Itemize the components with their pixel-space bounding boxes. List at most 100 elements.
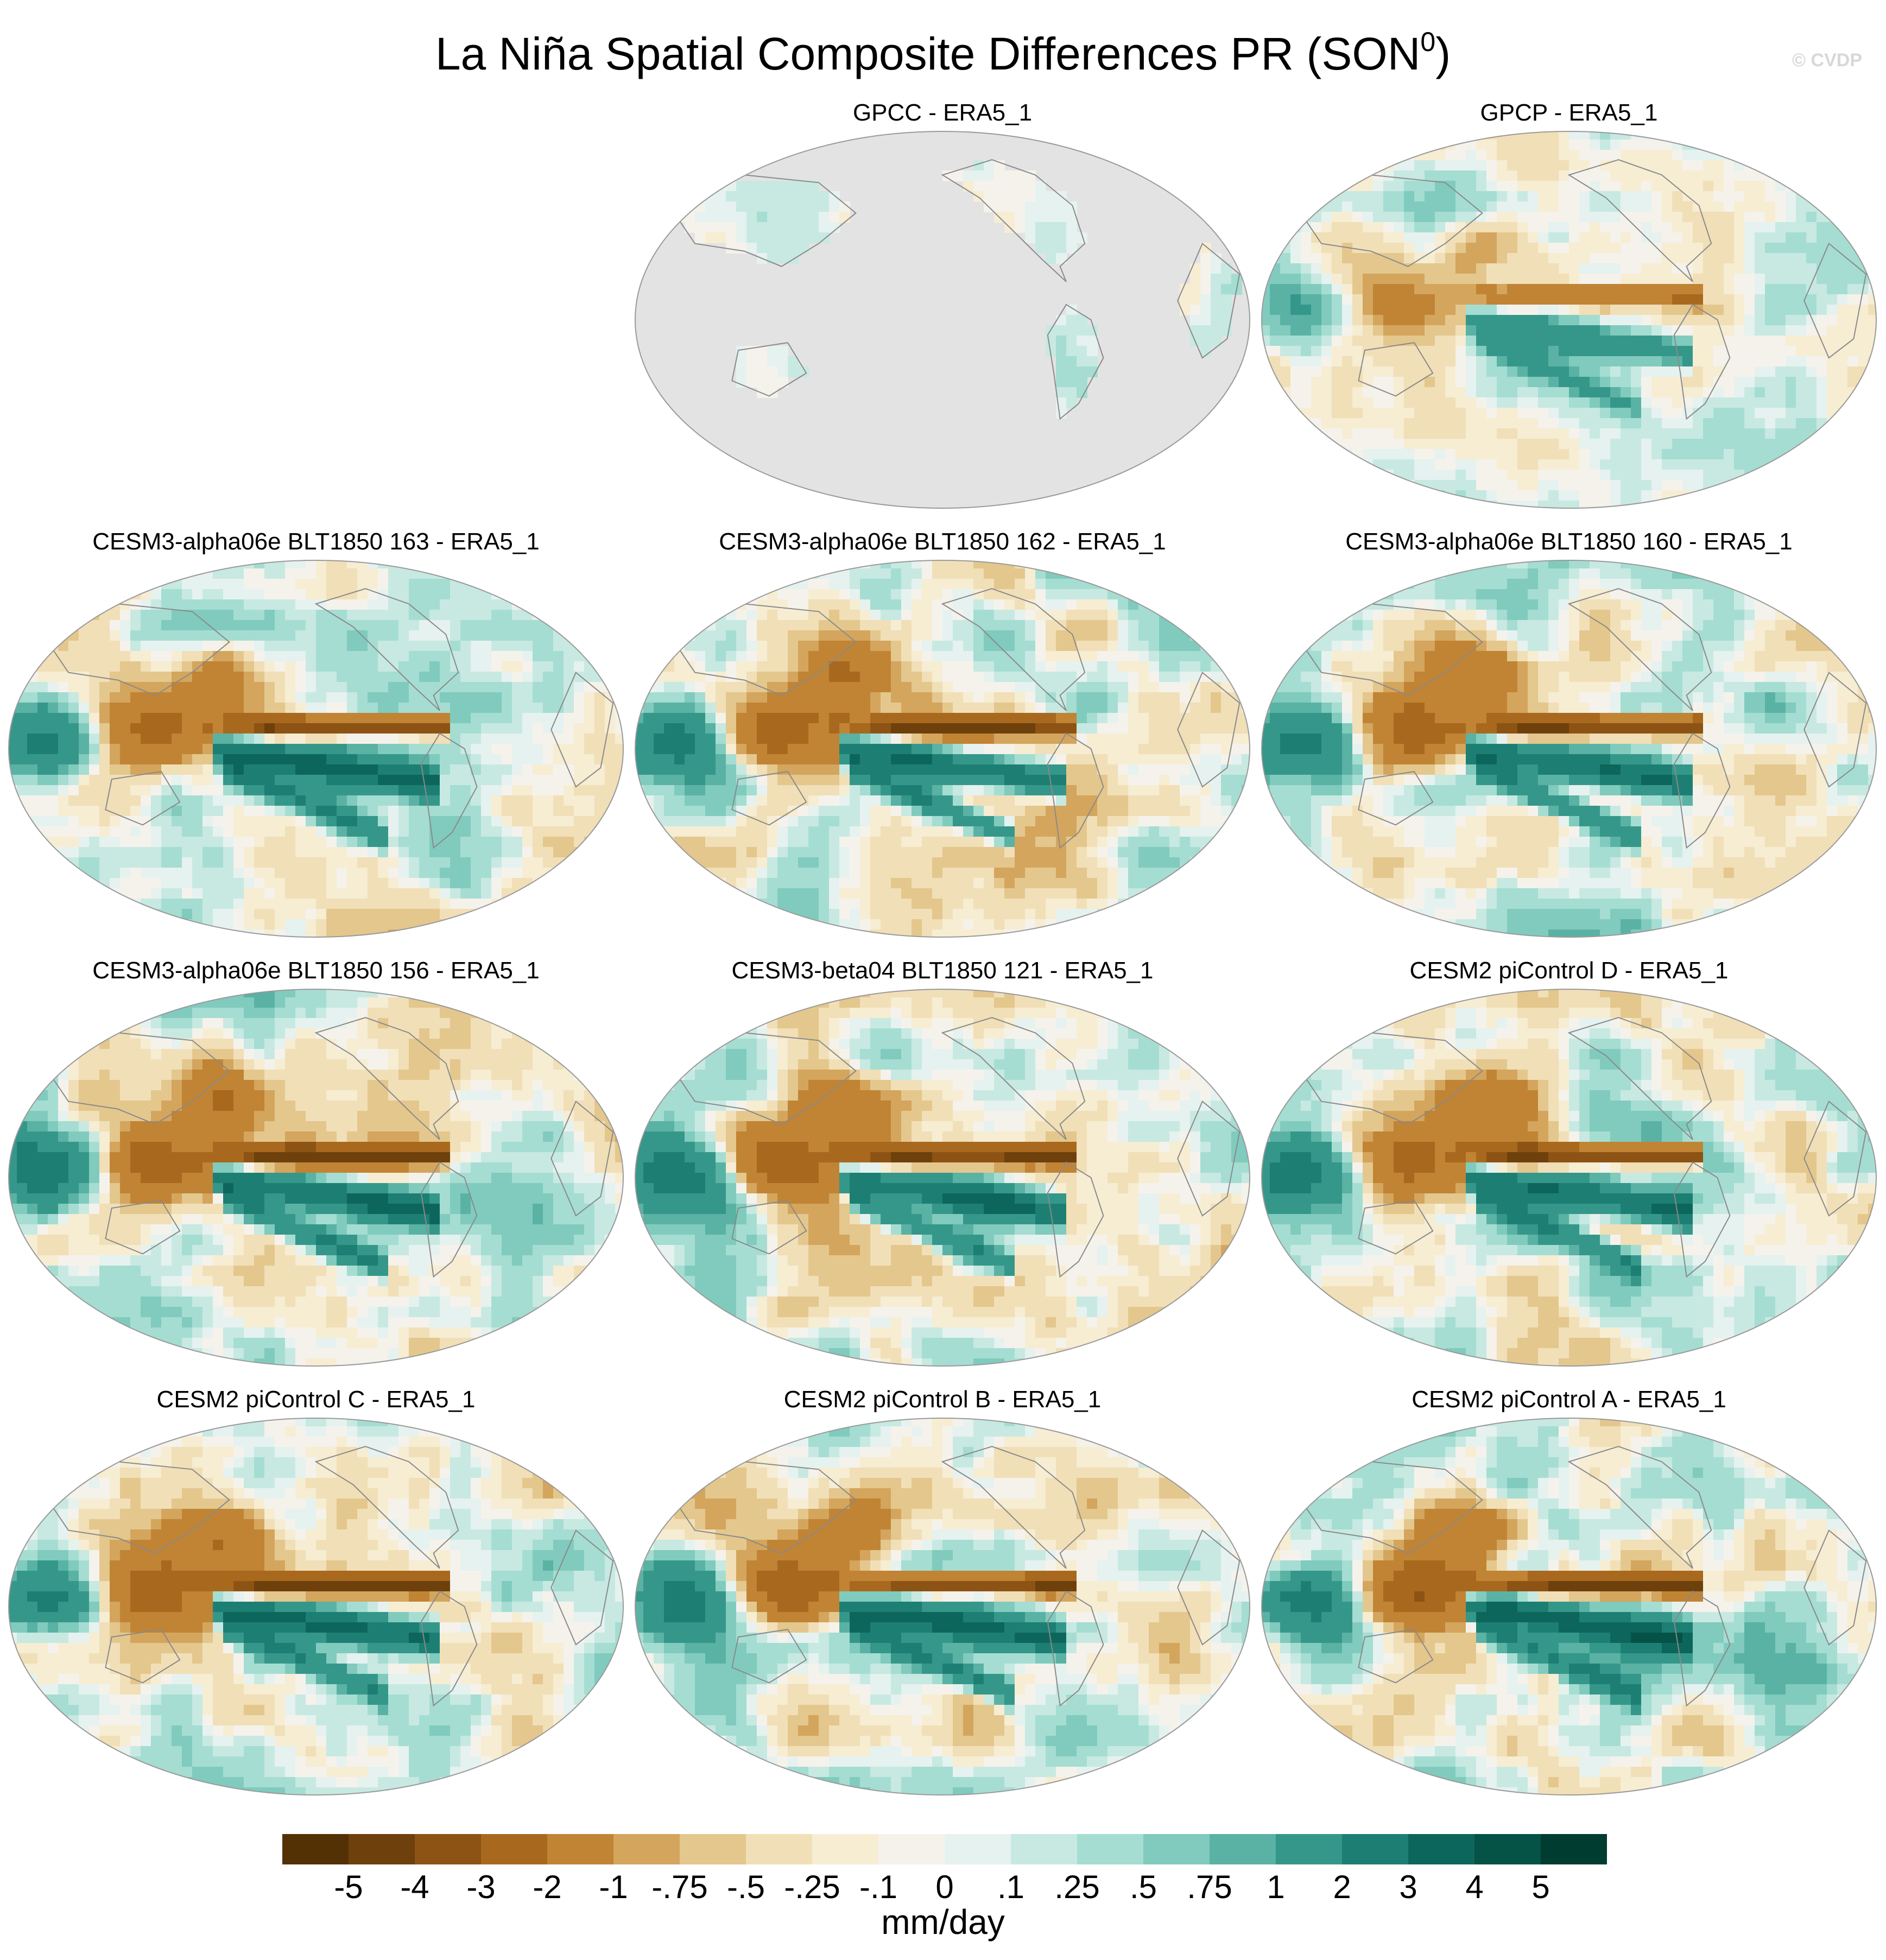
coastline bbox=[314, 1446, 459, 1569]
colorbar-swatch bbox=[1474, 1834, 1541, 1864]
coastline bbox=[36, 1461, 230, 1554]
coastline bbox=[420, 1590, 478, 1707]
coastline bbox=[1358, 342, 1434, 397]
coastline bbox=[1673, 732, 1731, 849]
colorbar-swatch bbox=[945, 1834, 1011, 1864]
coastline bbox=[1567, 159, 1712, 282]
colorbar-tick-label: .75 bbox=[1187, 1869, 1232, 1901]
colorbar-swatch bbox=[415, 1834, 482, 1864]
panel-title-162: CESM3-alpha06e BLT1850 162 - ERA5_1 bbox=[633, 527, 1252, 557]
coastline bbox=[420, 732, 478, 849]
panel-title-156: CESM3-alpha06e BLT1850 156 - ERA5_1 bbox=[7, 956, 625, 986]
map-panel-picontrol-b bbox=[635, 1418, 1250, 1795]
coastline bbox=[1289, 603, 1483, 696]
colorbar-swatch bbox=[680, 1834, 746, 1864]
coastline bbox=[1047, 1590, 1104, 1707]
panel-title-121: CESM3-beta04 BLT1850 121 - ERA5_1 bbox=[633, 956, 1252, 986]
watermark: © CVDP bbox=[1792, 50, 1862, 71]
colorbar-tick-label: 4 bbox=[1465, 1869, 1483, 1901]
colorbar-swatch bbox=[481, 1834, 548, 1864]
colorbar-swatch bbox=[746, 1834, 813, 1864]
map-panel-picontrol-a bbox=[1261, 1418, 1877, 1795]
map-outline bbox=[635, 560, 1250, 938]
panel-title-160: CESM3-alpha06e BLT1850 160 - ERA5_1 bbox=[1260, 527, 1878, 557]
map-outline bbox=[8, 1418, 624, 1795]
panel-title-picontrol-a: CESM2 piControl A - ERA5_1 bbox=[1260, 1384, 1878, 1415]
title-text: La Niña Spatial Composite Differences PR… bbox=[435, 28, 1421, 79]
colorbar-tick-label: 2 bbox=[1333, 1869, 1351, 1901]
coastline bbox=[36, 603, 230, 696]
map-panel-gpcc bbox=[635, 131, 1250, 509]
colorbar-tick-label: -4 bbox=[400, 1869, 429, 1901]
coastline bbox=[1289, 1032, 1483, 1125]
colorbar-swatch bbox=[613, 1834, 680, 1864]
coastline bbox=[1289, 174, 1483, 267]
coastline bbox=[1289, 1461, 1483, 1554]
coastline bbox=[105, 771, 181, 826]
title-superscript: 0 bbox=[1420, 27, 1435, 57]
coastline bbox=[1177, 1529, 1241, 1646]
map-outline bbox=[635, 989, 1250, 1367]
map-panel-156 bbox=[8, 989, 624, 1367]
coastline bbox=[1177, 1100, 1241, 1217]
coastline bbox=[663, 603, 857, 696]
map-outline bbox=[635, 131, 1250, 509]
coastline bbox=[1358, 1200, 1434, 1255]
precip-field bbox=[635, 560, 1250, 937]
colorbar-tick-label: -.1 bbox=[859, 1869, 897, 1901]
map-panel-160 bbox=[1261, 560, 1877, 938]
map-outline bbox=[8, 560, 624, 938]
coastline bbox=[1047, 304, 1104, 420]
coastline bbox=[663, 1461, 857, 1554]
coastline bbox=[663, 174, 857, 267]
panel-title-gpcc: GPCC - ERA5_1 bbox=[633, 98, 1252, 128]
colorbar-swatch bbox=[349, 1834, 415, 1864]
colorbar-tick-label: -3 bbox=[466, 1869, 495, 1901]
colorbar-tick-label: -.5 bbox=[727, 1869, 765, 1901]
map-panel-gpcp bbox=[1261, 131, 1877, 509]
coastline bbox=[1358, 1629, 1434, 1684]
colorbar-tick-label: .5 bbox=[1130, 1869, 1157, 1901]
colorbar-tick-label: -.25 bbox=[784, 1869, 840, 1901]
panel-title-gpcp: GPCP - ERA5_1 bbox=[1260, 98, 1878, 128]
coastline bbox=[1567, 1446, 1712, 1569]
coastline bbox=[1673, 304, 1731, 420]
coastline bbox=[941, 588, 1086, 711]
coastline bbox=[420, 1161, 478, 1278]
colorbar-tick-label: 3 bbox=[1399, 1869, 1417, 1901]
panel-title-picontrol-d: CESM2 piControl D - ERA5_1 bbox=[1260, 956, 1878, 986]
map-outline bbox=[1261, 560, 1877, 938]
map-outline bbox=[1261, 1418, 1877, 1795]
panel-title-163: CESM3-alpha06e BLT1850 163 - ERA5_1 bbox=[7, 527, 625, 557]
colorbar-tick-label: 1 bbox=[1267, 1869, 1284, 1901]
panel-title-picontrol-b: CESM2 piControl B - ERA5_1 bbox=[633, 1384, 1252, 1415]
precip-field bbox=[9, 560, 623, 937]
coastline bbox=[1177, 242, 1241, 359]
colorbar-swatch bbox=[1408, 1834, 1475, 1864]
coastline bbox=[1673, 1161, 1731, 1278]
panel-title-picontrol-c: CESM2 piControl C - ERA5_1 bbox=[7, 1384, 625, 1415]
map-panel-163 bbox=[8, 560, 624, 938]
colorbar-tick-label: 5 bbox=[1531, 1869, 1549, 1901]
map-outline bbox=[1261, 131, 1877, 509]
coastline bbox=[1047, 1161, 1104, 1278]
coastline bbox=[105, 1200, 181, 1255]
colorbar-tick-label: -5 bbox=[334, 1869, 363, 1901]
coastline bbox=[1047, 732, 1104, 849]
colorbar: -5 -4 -3 -2 -1 -.75 -.5 -.25 -.1 0 .1 .25 .5 .75 1 2 3 4 5 bbox=[282, 1834, 1607, 1901]
coastline bbox=[731, 1200, 807, 1255]
colorbar-swatch bbox=[547, 1834, 614, 1864]
colorbar-swatch bbox=[1541, 1834, 1607, 1864]
coastline bbox=[550, 1100, 614, 1217]
coastline bbox=[731, 1629, 807, 1684]
coastline bbox=[1803, 671, 1867, 788]
coastline bbox=[36, 1032, 230, 1125]
coastline bbox=[1358, 771, 1434, 826]
coastline bbox=[1803, 1100, 1867, 1217]
coastline bbox=[1177, 671, 1241, 788]
main-title: La Niña Spatial Composite Differences PR… bbox=[0, 12, 1886, 84]
precip-field bbox=[635, 131, 1250, 508]
colorbar-swatch bbox=[282, 1834, 349, 1864]
map-panel-121 bbox=[635, 989, 1250, 1367]
coastline bbox=[1803, 242, 1867, 359]
